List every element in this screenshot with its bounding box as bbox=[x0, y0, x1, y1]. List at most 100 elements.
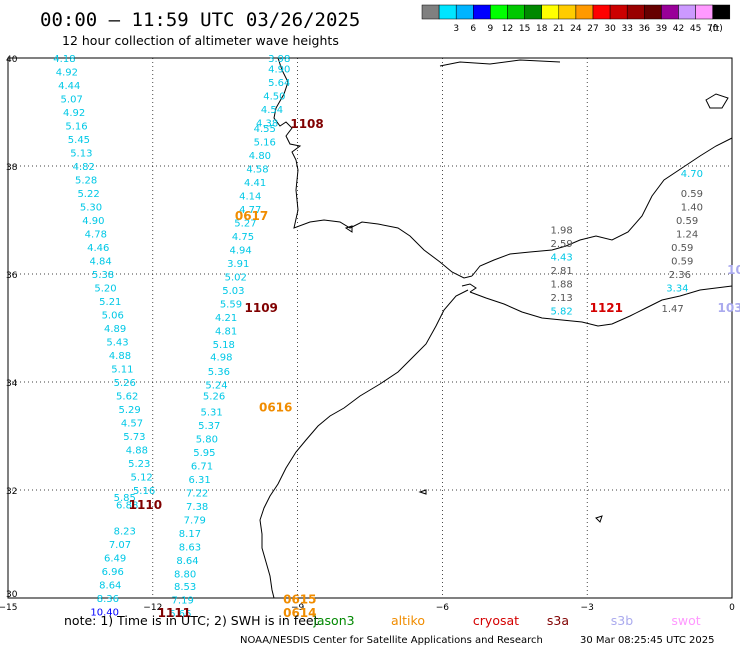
legend-swatch bbox=[524, 4, 542, 20]
swh-value: 4.54 bbox=[261, 105, 283, 116]
swh-value: 5.26 bbox=[114, 378, 136, 389]
lat-tick-label: 40 bbox=[6, 55, 18, 65]
footer-timestamp: 30 Mar 08:25:45 UTC 2025 bbox=[580, 635, 715, 646]
swh-value: 3.91 bbox=[227, 259, 249, 270]
lon-tick-label: −3 bbox=[581, 603, 594, 613]
lon-tick-label: −6 bbox=[436, 603, 450, 613]
swh-value: 5.37 bbox=[198, 421, 220, 432]
track-time-label: 1030 bbox=[727, 263, 740, 277]
track-0616: 0616 bbox=[259, 401, 292, 415]
swh-value: 5.28 bbox=[75, 175, 97, 186]
island-small-1 bbox=[595, 515, 603, 523]
legend-swatch bbox=[421, 4, 440, 20]
satellite-legend: jason3 altiko cryosat s3a s3b swot bbox=[312, 613, 700, 628]
legend-label: 45 bbox=[690, 24, 701, 34]
track-1121: 1.98 2.59 4.43 2.81 1.88 2.13 5.82 1121 bbox=[550, 226, 623, 318]
lon-tick-label: −12 bbox=[143, 603, 162, 613]
swh-value: 5.95 bbox=[193, 448, 215, 459]
lat-tick-label: 38 bbox=[6, 163, 18, 173]
swh-value: 4.38 bbox=[256, 119, 278, 130]
swh-value: 5.21 bbox=[99, 297, 121, 308]
coastline-north-africa bbox=[469, 285, 733, 327]
swh-value: 4.84 bbox=[90, 256, 112, 267]
track-east: 4.70 0.59 1.40 0.59 1.24 0.59 0.59 2.36 3.34 1.47 bbox=[661, 169, 703, 315]
swh-value: 5.07 bbox=[61, 94, 83, 105]
swh-value: 5.30 bbox=[80, 202, 102, 213]
legend-swatch bbox=[644, 4, 662, 20]
swh-value: 2.81 bbox=[550, 266, 572, 277]
swh-value: 1.24 bbox=[676, 229, 698, 240]
legend-label: 21 bbox=[553, 24, 564, 34]
legend-label: 6 bbox=[470, 24, 476, 34]
swh-value: 2.36 bbox=[669, 270, 691, 281]
satellite-s3a: s3a bbox=[547, 613, 569, 628]
swh-value: 5.16 bbox=[133, 486, 155, 497]
swh-value: 6.96 bbox=[102, 567, 124, 578]
swh-value: 1.40 bbox=[681, 202, 703, 213]
track-time-label: 1109 bbox=[245, 301, 278, 315]
figure-title: 00:00 – 11:59 UTC 03/26/2025 bbox=[40, 9, 360, 31]
swh-value: 7.79 bbox=[184, 515, 206, 526]
track-1108: 3.984.90 5.64 4.50 4.54 4.384.55 5.16 4.80 4.58… bbox=[169, 54, 324, 620]
swh-value: 5.80 bbox=[196, 434, 218, 445]
swh-value: 7.38 bbox=[186, 502, 208, 513]
legend-label: 9 bbox=[488, 24, 494, 34]
swh-value: 4.58 bbox=[246, 164, 268, 175]
swh-value: 8.36 bbox=[97, 594, 119, 605]
swh-value: 1.88 bbox=[550, 280, 572, 291]
legend-label: 33 bbox=[621, 24, 632, 34]
swh-value: 5.16 bbox=[254, 137, 276, 148]
lon-tick-label: 0 bbox=[729, 603, 735, 613]
swh-value: 2.59 bbox=[550, 239, 572, 250]
swh-value: 5.38 bbox=[92, 270, 114, 281]
swh-value: 4.90 bbox=[268, 65, 290, 76]
swh-value: 5.82 bbox=[550, 307, 572, 318]
swh-value: 6.71 bbox=[191, 461, 213, 472]
swh-value: 4.78 bbox=[85, 229, 107, 240]
map-frame bbox=[7, 57, 733, 599]
track-time-label: 0614 bbox=[283, 606, 316, 620]
swh-value: 1.98 bbox=[550, 226, 572, 237]
legend-swatch bbox=[438, 4, 457, 20]
swh-value: 5.73 bbox=[123, 432, 145, 443]
swh-value: 5.31 bbox=[201, 407, 223, 418]
coastline-iberia-west bbox=[273, 57, 473, 279]
swh-value: 4.18 bbox=[53, 54, 75, 65]
island-madeira bbox=[418, 489, 427, 495]
swh-value: 5.27 bbox=[234, 218, 256, 229]
swh-value: 5.85 bbox=[114, 493, 136, 504]
legend-swatch bbox=[678, 4, 696, 20]
swh-value: 10.40 bbox=[90, 607, 119, 618]
swh-value: 4.43 bbox=[550, 253, 572, 264]
swh-value: 7.07 bbox=[109, 540, 131, 551]
swh-value: 1.47 bbox=[661, 304, 683, 315]
footer-note: note: 1) Time is in UTC; 2) SWH is in fe… bbox=[64, 613, 319, 628]
swh-value: 5.20 bbox=[94, 283, 116, 294]
track-time-label: 1111 bbox=[158, 606, 191, 620]
swh-value: 4.57 bbox=[121, 418, 143, 429]
swh-value: 4.41 bbox=[244, 178, 266, 189]
track-1030: 1030 bbox=[727, 263, 740, 277]
legend-label: 18 bbox=[536, 24, 548, 34]
coastline-balearic bbox=[705, 93, 729, 109]
track-time-label: 1121 bbox=[590, 301, 623, 315]
track-1109: 1109 bbox=[245, 301, 278, 315]
track-0614: 0614 bbox=[283, 606, 316, 620]
lat-tick-label: 32 bbox=[6, 487, 17, 497]
legend-swatch bbox=[592, 4, 611, 20]
swh-value: 4.44 bbox=[58, 81, 80, 92]
swh-value: 7.22 bbox=[186, 488, 208, 499]
swh-value: 5.24 bbox=[205, 380, 227, 391]
track-0617: 4.18 4.92 4.44 5.07 4.92 5.16 5.45 5.13 4.82 5.28… bbox=[53, 54, 268, 497]
swh-value: 0.59 bbox=[671, 243, 693, 254]
swh-value: 5.45 bbox=[68, 135, 90, 146]
swh-value: 6.31 bbox=[188, 475, 210, 486]
swh-value: 3.34 bbox=[666, 283, 688, 294]
lat-tick-label: 30 bbox=[6, 590, 18, 600]
swh-value: 7.19 bbox=[172, 595, 194, 606]
swh-value: 4.94 bbox=[229, 245, 251, 256]
lon-tick-label: −9 bbox=[291, 603, 305, 613]
legend-swatch bbox=[695, 4, 713, 20]
